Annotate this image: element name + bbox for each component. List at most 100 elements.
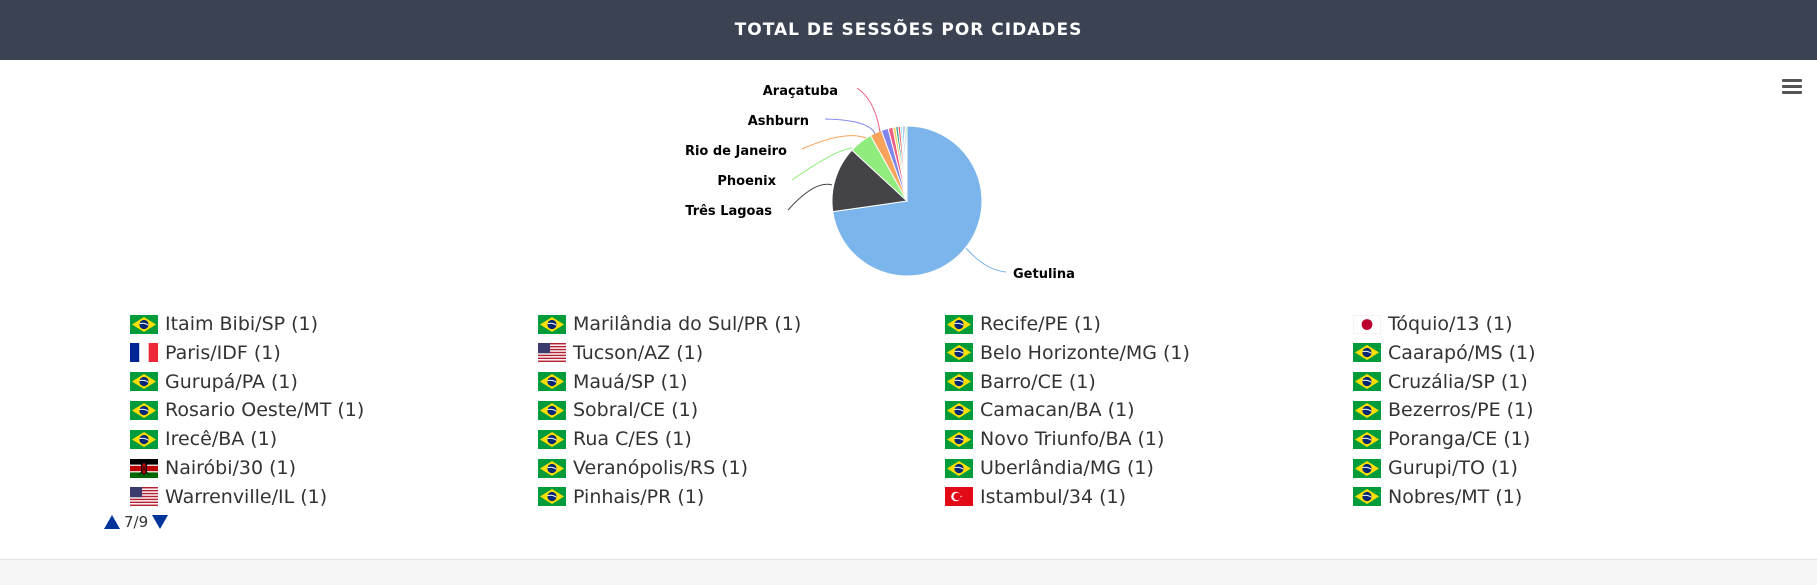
legend-item-label: Tucson/AZ (1) — [573, 341, 704, 364]
legend-item[interactable]: Rua C/ES (1) — [538, 427, 692, 451]
legend-item[interactable]: Barro/CE (1) — [945, 370, 1096, 394]
legend-item[interactable]: Irecê/BA (1) — [130, 427, 277, 451]
brazil-flag-icon — [945, 314, 973, 334]
chart-header: TOTAL DE SESSÕES POR CIDADES — [0, 0, 1817, 60]
legend-item-label: Rosario Oeste/MT (1) — [165, 399, 365, 422]
legend-item[interactable]: Itaim Bibi/SP (1) — [130, 312, 318, 336]
legend-item[interactable]: Belo Horizonte/MG (1) — [945, 341, 1190, 365]
brazil-flag-icon — [538, 400, 566, 420]
legend-next-arrow-icon[interactable] — [152, 515, 169, 529]
brazil-flag-icon — [945, 458, 973, 478]
connector-ashburn — [824, 118, 876, 135]
brazil-flag-icon — [945, 400, 973, 420]
legend-item[interactable]: Caarapó/MS (1) — [1353, 341, 1536, 365]
data-label-phoenix: Phoenix — [717, 174, 776, 189]
legend-item[interactable]: Paris/IDF (1) — [130, 341, 281, 365]
data-label-tres-lagoas: Três Lagoas — [685, 204, 772, 219]
connector-phoenix — [791, 147, 853, 181]
brazil-flag-icon — [538, 429, 566, 449]
chart-menu-icon[interactable] — [1780, 76, 1804, 98]
brazil-flag-icon — [130, 400, 158, 420]
legend-item-label: Caarapó/MS (1) — [1388, 341, 1536, 364]
legend-item[interactable]: Novo Triunfo/BA (1) — [945, 427, 1164, 451]
connector-aracatuba — [856, 87, 881, 133]
brazil-flag-icon — [538, 458, 566, 478]
legend-item-label: Nobres/MT (1) — [1388, 485, 1523, 508]
data-label-rio-de-janeiro: Rio de Janeiro — [685, 144, 787, 159]
legend-item-label: Veranópolis/RS (1) — [573, 457, 749, 479]
pie-chart: Getulina Três Lagoas Phoenix Rio de Janeiro… — [685, 84, 1075, 282]
legend-item[interactable]: Marilândia do Sul/PR (1) — [538, 312, 801, 336]
brazil-flag-icon — [538, 372, 566, 392]
legend-item[interactable]: Recife/PE (1) — [945, 312, 1101, 336]
legend-page-indicator: 7/9 — [124, 513, 149, 531]
legend-item-label: Cruzália/SP (1) — [1388, 370, 1528, 393]
pie-slice-minor-12[interactable] — [905, 125, 908, 202]
legend-pager: 7/9 — [104, 513, 169, 531]
legend-item-label: Irecê/BA (1) — [165, 428, 278, 451]
legend-item-label: Recife/PE (1) — [980, 313, 1101, 335]
data-label-aracatuba: Araçatuba — [763, 84, 838, 99]
connector-getulina — [965, 247, 1007, 273]
connector-tres-lagoas — [787, 183, 833, 211]
legend-item[interactable]: Pinhais/PR (1) — [538, 485, 704, 509]
france-flag-icon — [130, 343, 158, 363]
legend-item-label: Novo Triunfo/BA (1) — [980, 428, 1165, 451]
legend-item[interactable]: Warrenville/IL (1) — [130, 485, 327, 509]
turkey-flag-icon — [945, 487, 973, 507]
legend-item-label: Camacan/BA (1) — [980, 399, 1135, 422]
brazil-flag-icon — [538, 487, 566, 507]
legend-item[interactable]: Gurupi/TO (1) — [1353, 456, 1518, 480]
brazil-flag-icon — [1353, 487, 1381, 507]
legend-item-label: Warrenville/IL (1) — [165, 485, 328, 508]
legend-item-label: Itaim Bibi/SP (1) — [165, 313, 319, 335]
legend-item[interactable]: Veranópolis/RS (1) — [538, 456, 748, 480]
legend-item-label: Mauá/SP (1) — [573, 370, 688, 393]
legend-item-label: Poranga/CE (1) — [1388, 428, 1531, 451]
brazil-flag-icon — [130, 372, 158, 392]
japan-flag-icon — [1352, 314, 1382, 334]
legend-item[interactable]: Rosario Oeste/MT (1) — [130, 398, 364, 422]
legend-prev-arrow-icon[interactable] — [104, 515, 120, 529]
legend-item[interactable]: Sobral/CE (1) — [538, 398, 698, 422]
brazil-flag-icon — [130, 314, 158, 334]
legend-item[interactable]: Bezerros/PE (1) — [1353, 398, 1534, 422]
brazil-flag-icon — [945, 429, 973, 449]
brazil-flag-icon — [1353, 343, 1381, 363]
brazil-flag-icon — [538, 314, 566, 334]
legend-item[interactable]: Istambul/34 (1) — [945, 485, 1126, 509]
legend-item[interactable]: Cruzália/SP (1) — [1353, 370, 1528, 394]
legend-item-label: Tóquio/13 (1) — [1388, 313, 1513, 335]
legend-item[interactable]: Tucson/AZ (1) — [538, 341, 703, 365]
legend-item-label: Gurupi/TO (1) — [1388, 457, 1518, 479]
brazil-flag-icon — [945, 343, 973, 363]
legend-item[interactable]: Tóquio/13 (1) — [1352, 312, 1513, 336]
legend-item-label: Sobral/CE (1) — [573, 399, 699, 422]
legend-item-label: Istambul/34 (1) — [980, 485, 1127, 508]
legend-item[interactable]: Nairóbi/30 (1) — [130, 456, 296, 480]
connector-rio-de-janeiro — [801, 135, 867, 150]
brazil-flag-icon — [1353, 372, 1381, 392]
usa-flag-icon — [130, 487, 158, 507]
brazil-flag-icon — [1353, 429, 1381, 449]
legend-item-label: Rua C/ES (1) — [573, 428, 692, 451]
kenya-flag-icon — [130, 458, 158, 478]
legend-item-label: Pinhais/PR (1) — [573, 485, 705, 508]
legend-item-label: Bezerros/PE (1) — [1388, 399, 1534, 422]
chart-title: TOTAL DE SESSÕES POR CIDADES — [734, 20, 1083, 40]
legend-item[interactable]: Uberlândia/MG (1) — [945, 456, 1154, 480]
brazil-flag-icon — [1353, 400, 1381, 420]
legend-item[interactable]: Gurupá/PA (1) — [130, 370, 298, 394]
legend-item-label: Paris/IDF (1) — [165, 341, 281, 364]
pie-slice-tres-lagoas[interactable] — [831, 149, 909, 213]
legend-item[interactable]: Nobres/MT (1) — [1353, 485, 1522, 509]
legend-item[interactable]: Camacan/BA (1) — [945, 398, 1135, 422]
legend-item-label: Barro/CE (1) — [980, 370, 1096, 393]
brazil-flag-icon — [130, 429, 158, 449]
legend-item-label: Nairóbi/30 (1) — [165, 457, 297, 479]
data-label-ashburn: Ashburn — [748, 114, 809, 129]
brazil-flag-icon — [1353, 458, 1381, 478]
usa-flag-icon — [538, 343, 566, 363]
legend-item[interactable]: Poranga/CE (1) — [1353, 427, 1530, 451]
legend-item[interactable]: Mauá/SP (1) — [538, 370, 688, 394]
